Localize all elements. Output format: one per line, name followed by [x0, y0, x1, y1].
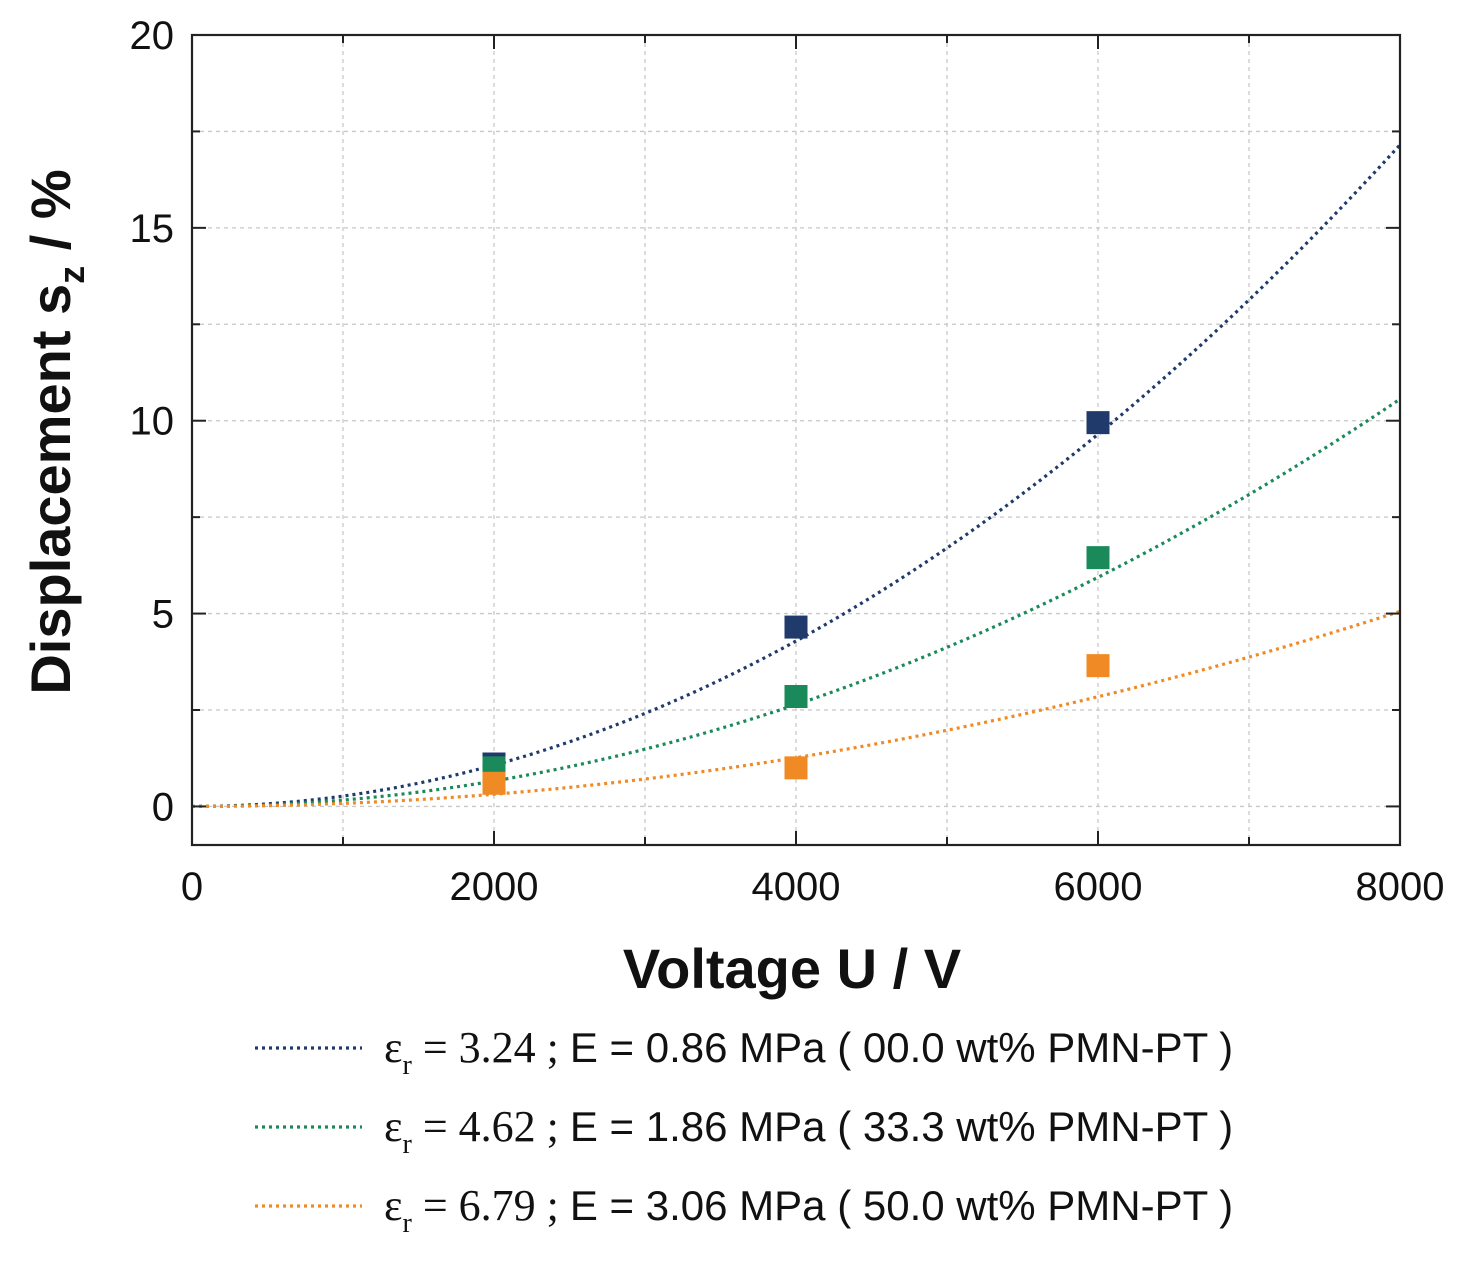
- data-point-s2-2: [784, 685, 808, 708]
- legend-layer: εr = 3.24 ; E = 0.86 MPa ( 00.0 wt% PMN-…: [255, 1023, 1233, 1239]
- y-axis-title-subscript: z: [51, 266, 92, 284]
- x-tick-label: 4000: [752, 865, 841, 909]
- legend-equals: =: [412, 1102, 459, 1151]
- legend-epsilon-symbol: ε: [384, 1102, 402, 1151]
- legend-equals: =: [412, 1181, 459, 1230]
- data-point-s1-2: [784, 615, 808, 639]
- legend-epsilon-symbol: ε: [384, 1023, 402, 1072]
- y-tick-label: 20: [130, 14, 175, 58]
- legend-separator: ;: [536, 1023, 570, 1072]
- labels-layer: 0 2000 4000 6000 8000 0 5 10 15 20 Voltage U / V Di…: [19, 14, 1444, 1000]
- x-tick-label: 6000: [1054, 865, 1143, 909]
- legend-epsilon-value: 4.62: [459, 1102, 536, 1151]
- data-point-s3-3: [1086, 654, 1110, 678]
- legend-epsilon-subscript: r: [402, 1208, 412, 1239]
- legend-entry-1: εr = 3.24 ; E = 0.86 MPa ( 00.0 wt% PMN-…: [255, 1023, 1233, 1081]
- legend-epsilon-value: 6.79: [459, 1181, 536, 1230]
- data-point-s3-1: [482, 771, 506, 795]
- legend-entry-3: εr = 6.79 ; E = 3.06 MPa ( 50.0 wt% PMN-…: [255, 1181, 1233, 1239]
- y-axis-title-group: Displacement sz / %: [19, 169, 92, 694]
- y-tick-label: 15: [130, 207, 175, 251]
- y-tick-label: 0: [152, 785, 174, 829]
- data-point-s1-3: [1086, 411, 1110, 435]
- fit-curves-layer: [191, 143, 1402, 809]
- legend-entry-2: εr = 4.62 ; E = 1.86 MPa ( 33.3 wt% PMN-…: [255, 1102, 1233, 1160]
- legend-label: εr = 6.79 ; E = 3.06 MPa ( 50.0 wt% PMN-…: [384, 1181, 1233, 1239]
- legend-separator: ;: [536, 1181, 570, 1230]
- y-tick-label: 10: [130, 400, 175, 444]
- x-tick-label: 8000: [1356, 865, 1445, 909]
- grid-layer: [192, 35, 1400, 845]
- legend-equals: =: [412, 1023, 459, 1072]
- legend-label: εr = 4.62 ; E = 1.86 MPa ( 33.3 wt% PMN-…: [384, 1102, 1233, 1160]
- fit-curve-series-1: [191, 143, 1402, 809]
- legend-label: εr = 3.24 ; E = 0.86 MPa ( 00.0 wt% PMN-…: [384, 1023, 1233, 1081]
- data-markers-layer: [482, 411, 1110, 795]
- axes-layer: [190, 33, 1402, 847]
- legend-epsilon-value: 3.24: [459, 1023, 536, 1072]
- legend-description: E = 3.06 MPa ( 50.0 wt% PMN-PT ): [570, 1182, 1233, 1229]
- x-tick-label: 0: [181, 865, 203, 909]
- y-axis-title-unit: / %: [19, 169, 82, 265]
- x-axis-title: Voltage U / V: [623, 937, 961, 1000]
- legend-separator: ;: [536, 1102, 570, 1151]
- legend-epsilon-subscript: r: [402, 1050, 412, 1081]
- legend-epsilon-symbol: ε: [384, 1181, 402, 1230]
- y-axis-title: Displacement sz / %: [19, 169, 92, 694]
- fit-curve-series-2: [191, 397, 1401, 809]
- y-tick-label: 5: [152, 593, 174, 637]
- legend-epsilon-subscript: r: [402, 1129, 412, 1160]
- legend-description: E = 1.86 MPa ( 33.3 wt% PMN-PT ): [570, 1103, 1233, 1150]
- data-point-s2-3: [1086, 546, 1110, 570]
- legend-description: E = 0.86 MPa ( 00.0 wt% PMN-PT ): [570, 1024, 1233, 1071]
- y-axis-title-main: Displacement s: [19, 284, 82, 695]
- data-point-s3-2: [784, 756, 808, 780]
- x-tick-label: 2000: [450, 865, 539, 909]
